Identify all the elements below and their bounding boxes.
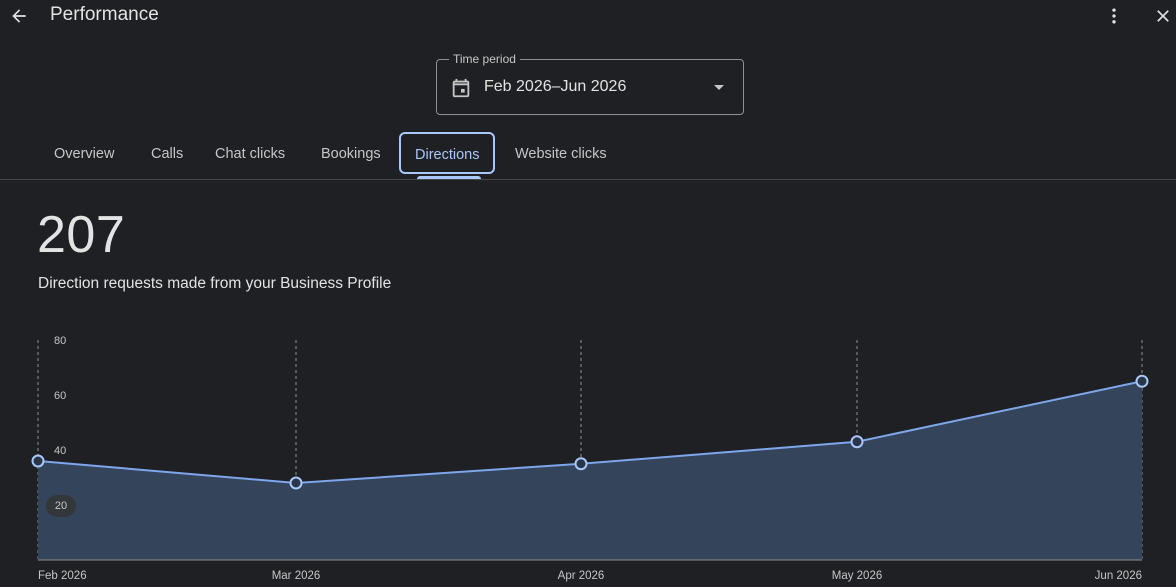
metric-description: Direction requests made from your Busine… <box>38 275 392 292</box>
x-tick-label: Mar 2026 <box>272 570 321 582</box>
y-tick-label: 80 <box>54 335 66 347</box>
more-options-button[interactable] <box>1102 3 1126 29</box>
more-vert-icon <box>1112 8 1116 24</box>
dropdown-arrow-icon <box>714 85 724 90</box>
tab-calls[interactable]: Calls <box>151 146 184 162</box>
y-tick-badge <box>46 495 76 517</box>
close-button[interactable] <box>1150 3 1176 29</box>
x-tick-label: May 2026 <box>832 570 883 582</box>
data-point-feb-2026 <box>31 454 45 468</box>
active-tab-indicator <box>417 176 481 179</box>
directions-area-chart: 80 60 40 20 Feb 2026 Mar 2026 Apr 2026 May 2026… <box>31 335 1149 582</box>
tab-bar: Overview Calls Chat clicks Bookings Dire… <box>0 132 1176 180</box>
y-tick-label: 60 <box>54 390 66 402</box>
arrow-back-icon <box>12 9 26 23</box>
data-point-may-2026 <box>850 435 864 449</box>
total-directions-count: 207 <box>37 206 126 264</box>
page-title: Performance <box>50 4 159 25</box>
tab-overview[interactable]: Overview <box>54 146 115 162</box>
x-tick-label: Feb 2026 <box>38 570 87 582</box>
x-tick-label: Apr 2026 <box>558 570 605 582</box>
time-period-value: Feb 2026–Jun 2026 <box>484 78 627 95</box>
calendar-icon <box>452 78 470 98</box>
tab-website-clicks[interactable]: Website clicks <box>515 146 607 162</box>
back-button[interactable] <box>6 3 32 29</box>
close-icon <box>1157 10 1169 22</box>
top-app-bar: Performance <box>0 0 1176 32</box>
y-tick-label: 20 <box>55 500 67 512</box>
x-tick-label: Jun 2026 <box>1095 570 1142 582</box>
time-period-label: Time period <box>449 52 520 66</box>
area-fill <box>38 381 1142 560</box>
data-point-apr-2026 <box>574 457 588 471</box>
tab-chat-clicks[interactable]: Chat clicks <box>215 146 286 162</box>
data-point-jun-2026 <box>1135 374 1149 388</box>
data-point-mar-2026 <box>289 476 303 490</box>
tab-directions[interactable]: Directions <box>399 132 496 174</box>
time-period-select[interactable]: Time period Feb 2026–Jun 2026 <box>436 52 744 115</box>
y-tick-label: 40 <box>54 445 66 457</box>
tab-bookings[interactable]: Bookings <box>321 146 381 162</box>
